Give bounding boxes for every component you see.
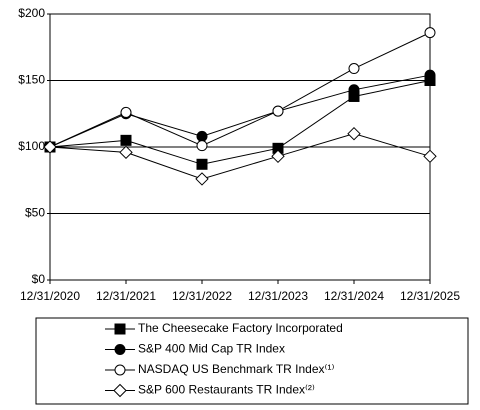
data-point xyxy=(119,145,133,160)
data-point xyxy=(196,158,208,170)
series-line xyxy=(49,133,431,180)
legend-label: NASDAQ US Benchmark TR Index⁽¹⁾ xyxy=(138,362,334,376)
data-point xyxy=(424,69,436,81)
data-point xyxy=(272,105,284,117)
data-point xyxy=(348,63,360,75)
data-point xyxy=(196,140,208,152)
data-point xyxy=(348,84,360,96)
data-point xyxy=(424,27,436,39)
y-tick-label: $200 xyxy=(18,6,45,20)
data-point xyxy=(120,106,132,118)
series-line xyxy=(49,74,431,148)
data-point xyxy=(347,126,361,141)
legend-marker xyxy=(114,344,126,355)
legend-label: S&P 400 Mid Cap TR Index xyxy=(138,342,285,356)
legend-label: The Cheesecake Factory Incorporated xyxy=(138,321,343,335)
x-tick-label: 12/31/2024 xyxy=(324,289,384,303)
y-tick-label: $0 xyxy=(32,272,46,286)
data-point xyxy=(195,172,209,186)
data-point xyxy=(196,130,208,142)
x-tick-label: 12/31/2023 xyxy=(248,289,308,303)
x-tick-label: 12/31/2020 xyxy=(20,289,80,303)
y-tick-label: $150 xyxy=(18,73,45,87)
legend-frame xyxy=(35,317,469,405)
x-tick-label: 12/31/2022 xyxy=(172,289,232,303)
series-line xyxy=(49,80,431,165)
legend-marker xyxy=(114,364,126,376)
x-tick-label: 12/31/2025 xyxy=(400,289,460,303)
y-tick-label: $100 xyxy=(18,139,45,153)
y-tick-label: $50 xyxy=(25,206,45,220)
series-line xyxy=(49,32,431,148)
data-point xyxy=(120,134,132,146)
legend-label: S&P 600 Restaurants TR Index⁽²⁾ xyxy=(138,383,315,397)
legend-marker xyxy=(114,323,126,335)
legend-marker xyxy=(113,383,127,398)
data-point xyxy=(423,149,437,164)
data-point xyxy=(271,149,285,164)
x-tick-label: 12/31/2021 xyxy=(96,289,156,303)
data-point xyxy=(43,140,57,154)
